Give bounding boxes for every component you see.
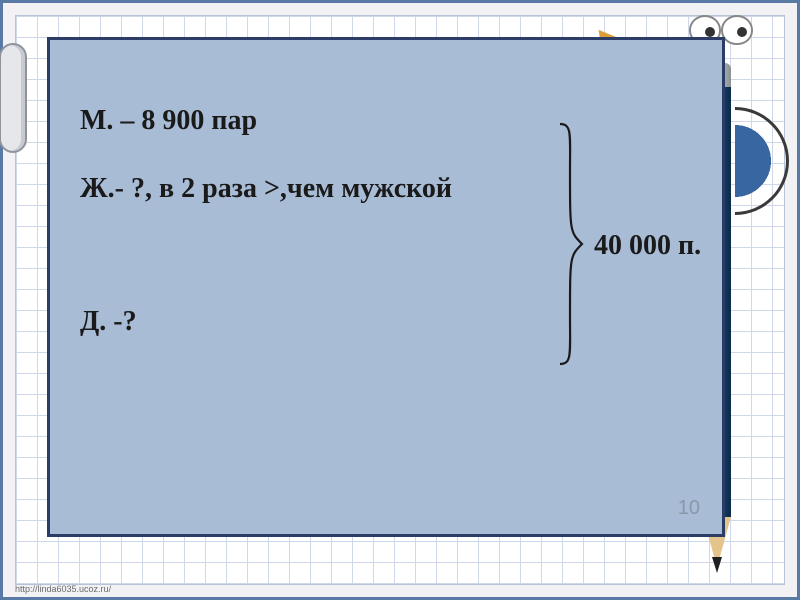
content-panel: М. – 8 900 пар Ж.- ?, в 2 раза >,чем муж…: [47, 37, 725, 537]
curly-bracket-icon: [556, 122, 584, 366]
footer-url: http://linda6035.ucoz.ru/: [15, 584, 111, 594]
slide: М. – 8 900 пар Ж.- ?, в 2 раза >,чем муж…: [0, 0, 800, 600]
line-m: М. – 8 900 пар: [80, 104, 692, 138]
total-label: 40 000 п.: [594, 230, 701, 262]
paper-clip: [0, 43, 27, 153]
page-number: 10: [678, 497, 700, 520]
line-d: Д. -?: [80, 305, 692, 339]
line-zh: Ж.- ?, в 2 раза >,чем мужской: [80, 172, 692, 206]
